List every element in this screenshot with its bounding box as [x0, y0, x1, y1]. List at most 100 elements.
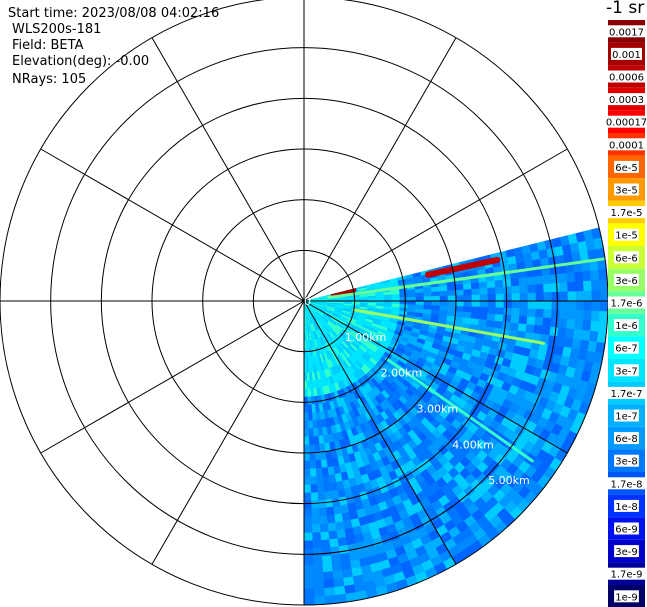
background-cell — [431, 291, 441, 297]
background-cell — [535, 292, 545, 302]
colorbar-label-bg — [614, 228, 639, 241]
background-cell — [543, 283, 553, 293]
background-cell — [304, 388, 308, 398]
background-cell — [324, 498, 334, 509]
azimuth-spoke — [303, 300, 568, 454]
colorbar-label-bg — [607, 138, 646, 151]
colorbar: 0.0017 0.001 0.0006 0.0003 0.00017 0.0001 6e-5… — [604, 20, 647, 607]
background-cell — [304, 452, 310, 462]
colorbar-label: 1.7e-9 — [610, 570, 642, 581]
background-cell — [567, 309, 577, 321]
background-cell — [575, 290, 585, 302]
azimuth-spoke — [303, 148, 568, 302]
background-cell — [307, 404, 313, 414]
background-cell — [328, 538, 339, 548]
background-cell — [542, 274, 552, 285]
background-cell — [519, 285, 529, 294]
colorbar-label-bg — [607, 567, 646, 580]
background-cell — [447, 300, 457, 307]
background-cell — [526, 276, 536, 286]
background-cell — [323, 587, 336, 597]
background-cell — [519, 300, 529, 310]
background-cell — [332, 577, 345, 588]
colorbar-label-bg — [607, 386, 646, 399]
background-cell — [337, 537, 348, 547]
background-cell — [311, 516, 320, 526]
background-cell — [308, 428, 314, 438]
background-cell — [487, 294, 497, 302]
background-cell — [439, 295, 449, 302]
background-cell — [478, 281, 488, 289]
instrument-name: WLS200s-181 — [12, 22, 102, 37]
background-cell — [407, 300, 417, 306]
background-cell — [391, 297, 401, 302]
background-cell — [557, 327, 567, 339]
background-cell — [330, 489, 340, 500]
background-cell — [317, 491, 326, 501]
colorbar-label: 6e-8 — [615, 434, 638, 445]
field-name: Field: BETA — [12, 38, 84, 53]
background-cell — [304, 476, 311, 486]
background-cell — [567, 300, 577, 311]
background-cell — [399, 297, 409, 302]
background-cell — [519, 292, 529, 302]
background-cell — [503, 300, 513, 309]
background-cell — [559, 300, 569, 311]
background-cell — [535, 300, 545, 310]
background-cell — [332, 570, 344, 580]
colorbar-label: 6e-5 — [615, 163, 638, 174]
background-cell — [575, 281, 585, 292]
colorbar-label: 0.00017 — [606, 118, 647, 129]
background-cell — [310, 492, 319, 502]
background-cell — [391, 300, 401, 305]
background-cell — [591, 290, 601, 302]
background-cell — [494, 314, 504, 323]
background-cell — [415, 300, 425, 306]
background-cell — [455, 306, 465, 313]
colorbar-label-bg — [611, 47, 642, 60]
background-cell — [304, 460, 311, 470]
background-cell — [510, 278, 520, 287]
background-cell — [518, 277, 528, 287]
background-cell — [439, 305, 449, 312]
background-cell — [439, 300, 449, 307]
background-cell — [503, 307, 513, 316]
background-cell — [322, 563, 333, 573]
background-cell — [567, 281, 577, 293]
background-cell — [314, 596, 326, 605]
background-cell — [590, 320, 600, 333]
background-cell — [321, 467, 329, 477]
colorbar-unit: -1 sr — [606, 0, 645, 18]
background-cell — [304, 532, 313, 542]
background-cell — [415, 296, 425, 302]
background-cell — [312, 556, 323, 566]
colorbar-label: 1e-9 — [615, 592, 638, 603]
background-cell — [407, 296, 417, 302]
background-cell — [304, 548, 314, 558]
colorbar-label: 3e-9 — [615, 547, 638, 558]
background-cell — [517, 323, 528, 333]
colorbar-label: 0.0017 — [609, 27, 644, 38]
background-cell — [495, 293, 505, 302]
background-cell — [336, 529, 346, 539]
background-cell — [550, 273, 560, 284]
background-cell — [541, 325, 551, 336]
colorbar-label-bg — [614, 273, 639, 286]
feature-line — [352, 308, 546, 345]
background-cell — [431, 295, 441, 302]
azimuth-spoke — [303, 300, 457, 565]
colorbar-label-bg — [614, 183, 639, 196]
colorbar-label: 1e-6 — [615, 321, 638, 332]
background-cell — [598, 268, 608, 281]
background-cell — [313, 580, 325, 590]
colorbar-label-bg — [607, 296, 646, 309]
background-cell — [304, 564, 314, 574]
azimuth-spokes — [0, 0, 608, 605]
feature-strong-return — [424, 256, 501, 278]
background-cell — [329, 546, 340, 556]
colorbar-label: 0.001 — [612, 50, 641, 61]
background-cell — [551, 282, 561, 293]
colorbar-label: 3e-8 — [615, 457, 638, 468]
background-cell — [327, 522, 337, 533]
background-cell — [307, 396, 312, 406]
